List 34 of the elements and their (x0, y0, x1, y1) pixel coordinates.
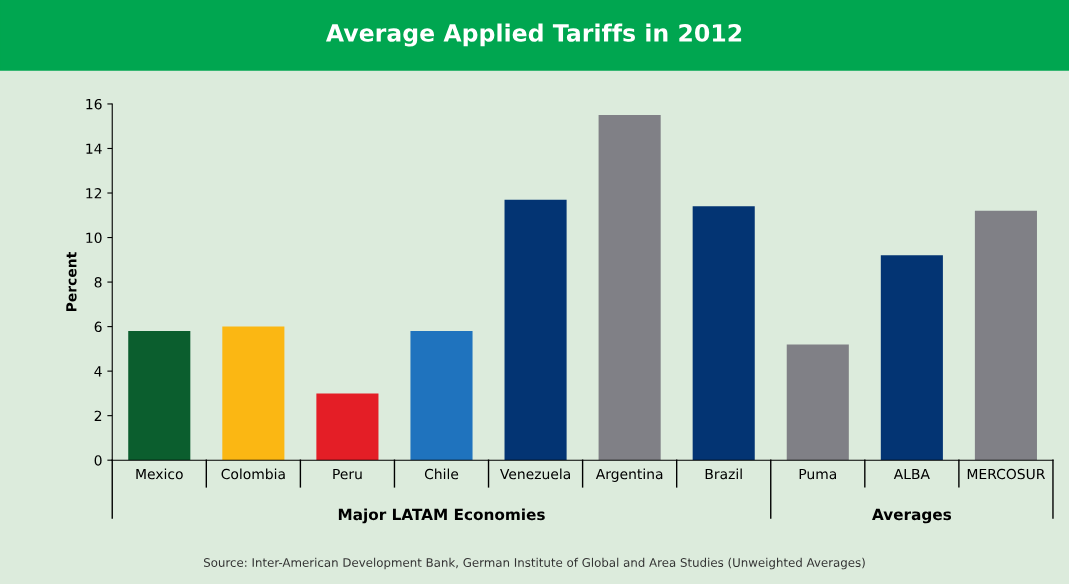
bar (598, 115, 661, 461)
bar (504, 199, 567, 461)
x-tick-label: Brazil (705, 468, 742, 480)
x-tick-label: Argentina (595, 468, 663, 482)
source-note: Source: Inter-American Development Bank, German Institute of Global and Area Studies (Unweighted Averages) (203, 557, 865, 570)
y-tick-label: 12 (86, 187, 102, 199)
x-tick-label: ALBA (893, 468, 930, 480)
y-tick-label: 8 (94, 277, 102, 288)
y-tick-label: 16 (86, 98, 102, 110)
x-tick-label: Mexico (136, 468, 183, 480)
bar (786, 344, 849, 461)
x-tick-label: Colombia (221, 468, 285, 480)
bar (128, 331, 191, 461)
y-axis-title: Percent (66, 252, 77, 312)
x-tick-label: Peru (333, 468, 362, 480)
bar (410, 331, 473, 461)
y-tick-label: 0 (94, 455, 102, 466)
y-tick-label: 14 (86, 143, 102, 154)
x-tick-label: Puma (799, 468, 837, 480)
text: Averages (872, 508, 952, 524)
x-tick-label: Chile (424, 468, 459, 480)
x-tick-label: Venezuela (500, 468, 570, 480)
y-tick-label: 4 (94, 366, 102, 377)
y-tick-label: 10 (86, 232, 102, 244)
chart-title: Average Applied Tariffs in 2012 (325, 23, 742, 47)
bar (880, 255, 943, 461)
y-tick-label: 6 (94, 321, 102, 333)
bar (222, 326, 285, 461)
x-tick-label: MERCOSUR (967, 468, 1046, 480)
bar (974, 210, 1037, 461)
bar (692, 206, 755, 461)
bar (316, 393, 379, 461)
y-tick-label: 2 (94, 410, 102, 421)
text: Major LATAM Economies (338, 508, 545, 524)
